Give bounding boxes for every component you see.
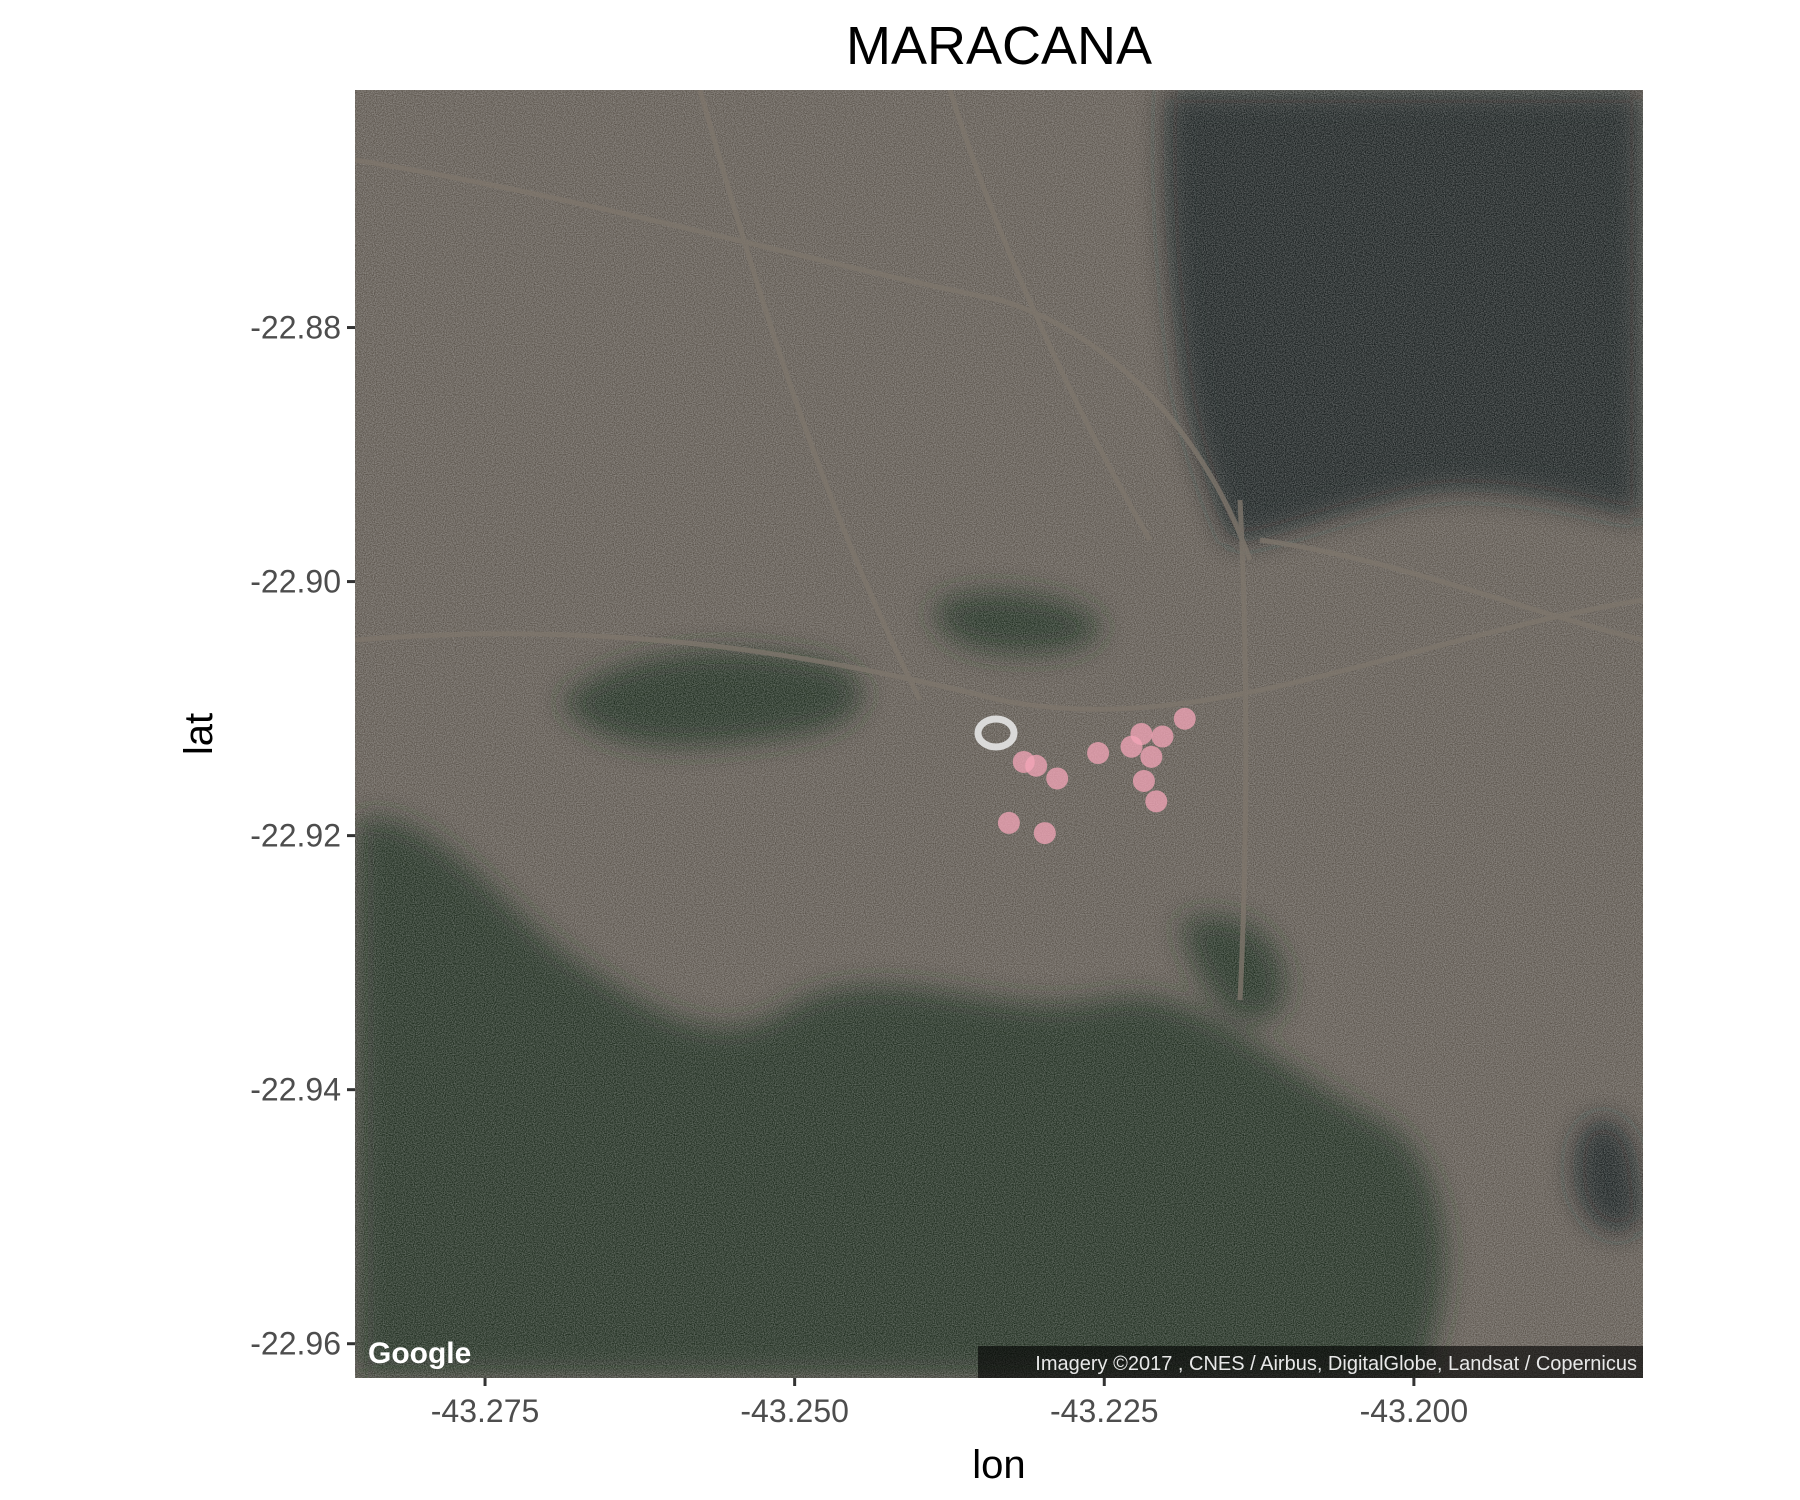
data-point — [1151, 725, 1174, 748]
y-tick-label: -22.92 — [250, 818, 341, 854]
stadium-maracana — [974, 715, 1018, 751]
y-axis-title: lat — [177, 713, 221, 755]
map-attribution: Imagery ©2017 , CNES / Airbus, DigitalGl… — [1035, 1353, 1637, 1375]
data-point — [1087, 742, 1110, 765]
data-point — [1025, 754, 1048, 777]
attribution-background — [978, 1346, 1643, 1378]
data-point — [1130, 723, 1153, 745]
data-point — [1132, 769, 1155, 792]
data-point — [1145, 790, 1168, 813]
y-tick-label: -22.90 — [250, 564, 341, 600]
data-point — [1140, 745, 1163, 768]
data-point — [1033, 822, 1056, 845]
map-urban-texture — [355, 90, 1643, 1378]
map-roads — [355, 90, 1643, 1001]
x-tick-label: -43.250 — [740, 1393, 849, 1429]
data-point — [1046, 767, 1069, 790]
data-points — [997, 707, 1196, 845]
y-tick-label: -22.96 — [250, 1326, 341, 1362]
satellite-map[interactable] — [355, 90, 1643, 1378]
x-tick-label: -43.200 — [1360, 1393, 1469, 1429]
y-tick-label: -22.88 — [250, 310, 341, 346]
x-axis: -43.275 -43.250 -43.225 -43.200 — [431, 1378, 1468, 1429]
chart-title: MARACANA — [846, 16, 1152, 76]
y-axis: -22.88 -22.90 -22.92 -22.94 -22.96 — [250, 310, 355, 1362]
google-logo-text: Google — [368, 1337, 471, 1370]
x-tick-label: -43.225 — [1050, 1393, 1159, 1429]
x-axis-title: lon — [972, 1443, 1025, 1487]
data-point — [1173, 707, 1196, 730]
y-tick-label: -22.94 — [250, 1072, 341, 1108]
x-tick-label: -43.275 — [431, 1393, 540, 1429]
data-point — [997, 811, 1020, 834]
